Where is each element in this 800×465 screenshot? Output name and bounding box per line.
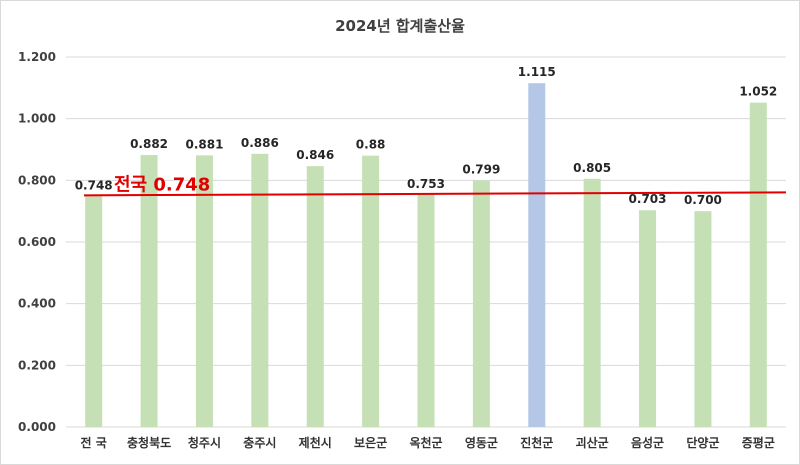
bar-11	[639, 210, 657, 427]
x-tick-label: 영동군	[465, 435, 498, 450]
data-label: 0.748	[75, 178, 113, 192]
x-tick-label: 옥천군	[409, 435, 442, 450]
data-label: 0.881	[185, 137, 223, 151]
data-label: 0.846	[296, 148, 334, 162]
data-label: 0.882	[130, 137, 168, 151]
bar-3	[195, 155, 213, 427]
y-tick-label: 0.600	[18, 235, 56, 249]
bar-8	[472, 180, 490, 427]
x-tick-label: 음성군	[631, 435, 664, 450]
data-label: 0.700	[684, 193, 722, 207]
data-label: 1.052	[739, 85, 777, 99]
x-tick-label: 제천시	[299, 435, 332, 450]
reference-line	[83, 191, 787, 197]
bar-13	[749, 102, 767, 427]
bar-7	[417, 194, 435, 427]
data-label: 0.805	[573, 161, 611, 175]
x-tick-label: 증평군	[742, 436, 775, 450]
x-tick-label: 진천군	[520, 435, 553, 450]
bar-10	[583, 178, 601, 427]
data-label: 0.886	[241, 136, 279, 150]
bar-9	[528, 83, 546, 427]
y-tick-label: 0.200	[18, 358, 56, 372]
data-label: 0.88	[356, 138, 386, 152]
x-tick-label: 충청북도	[127, 435, 171, 450]
x-tick-label: 청주시	[188, 435, 221, 450]
x-tick-label: 보은군	[354, 436, 387, 450]
reference-line-label: 전국 0.748	[114, 174, 210, 195]
bar-4	[251, 153, 269, 428]
y-tick-label: 1.000	[18, 112, 56, 126]
x-tick-label: 괴산군	[576, 435, 609, 450]
data-label: 0.799	[462, 163, 500, 177]
data-label: 0.753	[407, 177, 445, 191]
chart-title: 2024년 합계출산율	[335, 17, 465, 35]
bar-6	[362, 155, 380, 427]
y-tick-label: 0.800	[18, 173, 56, 187]
bar-12	[694, 211, 712, 427]
bar-2	[140, 155, 158, 428]
data-label: 0.703	[629, 192, 667, 206]
bar-5	[306, 166, 324, 427]
x-tick-label: 충주시	[243, 435, 276, 450]
x-tick-label: 단양군	[686, 435, 719, 450]
y-tick-label: 0.400	[18, 297, 56, 311]
x-tick-label: 전 국	[81, 435, 107, 450]
y-tick-label: 1.200	[18, 50, 56, 64]
data-label: 1.115	[518, 65, 556, 79]
bar-1	[85, 196, 103, 427]
y-tick-label: 0.000	[18, 420, 56, 434]
